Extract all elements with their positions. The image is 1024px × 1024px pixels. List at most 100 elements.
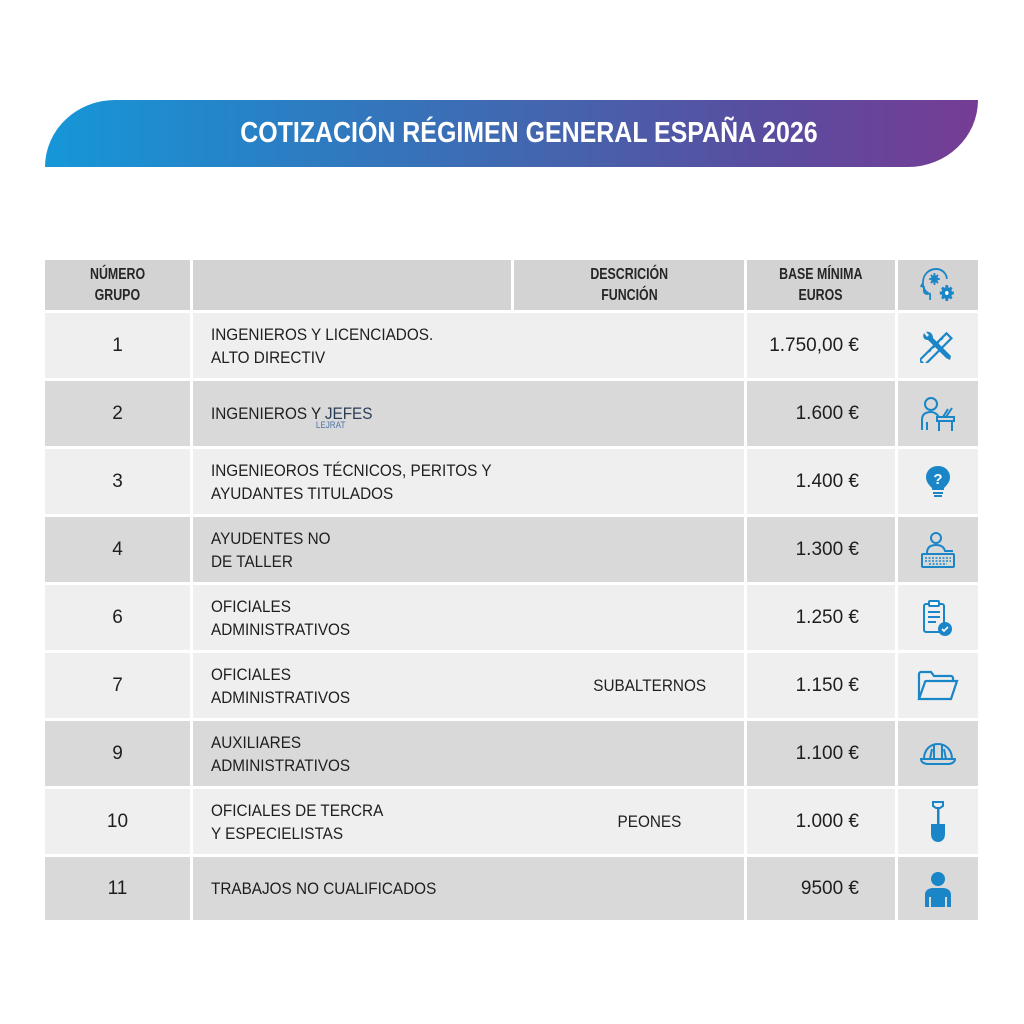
description-line-2: ADMINISTRATIVOS [211,755,351,775]
overlay-text: JEFES [324,404,373,423]
header-base-label: BASE MÍNIMA [779,266,863,283]
base-minima-value: 1.750,00 € [747,313,895,378]
grupo-number: 1 [45,313,190,378]
grupo-description: INGENIEOROS TÉCNICOS, PERITOS Y AYUDANTES… [193,449,744,514]
row-icon-cell [898,585,978,650]
header-descripcion-funcion: DESCRICIÓN FUNCIÓN [514,260,744,310]
row-icon-cell: ? [898,449,978,514]
folder-open-icon [917,670,959,702]
table-row: 1 INGENIEROS Y LICENCIADOS. ALTO DIRECTIV… [45,313,978,378]
table-row: 3 INGENIEOROS TÉCNICOS, PERITOS Y AYUDANT… [45,449,978,514]
base-minima-value: 1.250 € [747,585,895,650]
header-icon-cell [898,260,978,310]
funcion-text [555,585,744,650]
clipboard-check-icon [921,599,955,637]
grupo-description: OFICIALES ADMINISTRATIVOS [193,653,744,718]
grupo-number: 2 [45,381,190,446]
description-line-1: OFICIALES DE TERCRA [211,800,384,820]
row-icon-cell [898,517,978,582]
table-row: 4 AYUDENTES NO DE TALLER 1.300 € [45,517,978,582]
grupo-description: AUXILIARES ADMINISTRATIVOS [193,721,744,786]
funcion-text [555,857,744,920]
person-at-desk-icon [919,396,957,432]
grupo-description: OFICIALES DE TERCRA Y ESPECIELISTAS [193,789,744,854]
row-icon-cell [898,653,978,718]
table-row: 2 INGENIEROS Y JEFES LEJRAT 1.600 € [45,381,978,446]
funcion-text [555,313,744,378]
funcion-text: PEONES [555,789,744,854]
table-row: 11 TRABAJOS NO CUALIFICADOS 9500 € [45,857,978,920]
funcion-text [555,449,744,514]
table-row: 9 AUXILIARES ADMINISTRATIVOS 1.100 € [45,721,978,786]
grupo-description: OFICIALES ADMINISTRATIVOS [193,585,744,650]
header-base-minima: BASE MÍNIMA EUROS [747,260,895,310]
funcion-text [555,381,744,446]
description-line-1: INGENIEROS Y LICENCIADOS. [211,324,434,344]
header-funcion-label: FUNCIÓN [600,287,658,304]
hard-hat-icon [918,741,958,767]
description-line-1: OFICIALES [211,664,291,684]
person-icon [923,871,953,907]
description-line-1: INGENIEROS Y [211,404,322,423]
grupo-description: INGENIEROS Y LICENCIADOS. ALTO DIRECTIV [193,313,744,378]
shovel-icon [927,800,949,844]
header-numero-label: NÚMERO [89,266,146,283]
funcion-text [555,721,744,786]
funcion-label: SUBALTERNOS [593,675,706,695]
grupo-number: 10 [45,789,190,854]
description-line-2: DE TALLER [211,551,293,571]
lightbulb-question-icon: ? [924,465,952,499]
svg-text:?: ? [933,471,942,488]
base-minima-value: 9500 € [747,857,895,920]
base-minima-value: 1.300 € [747,517,895,582]
row-icon-cell [898,789,978,854]
grupo-number: 6 [45,585,190,650]
description-line-2: Y ESPECIELISTAS [211,823,344,843]
header-euros-label: EUROS [798,287,844,304]
grupo-number: 4 [45,517,190,582]
base-minima-value: 1.000 € [747,789,895,854]
funcion-label: PEONES [617,811,682,831]
person-keyboard-icon [919,531,957,569]
description-line-1: AUXILIARES [211,732,302,752]
table-row: 10 OFICIALES DE TERCRA Y ESPECIELISTAS PE… [45,789,978,854]
description-line-1: OFICIALES [211,596,291,616]
page-title: COTIZACIÓN RÉGIMEN GENERAL ESPAÑA 2026 [239,117,818,149]
tools-ruler-icon [920,329,956,363]
description-line-2: AYUDANTES TITULADOS [211,483,394,503]
row-icon-cell [898,721,978,786]
grupo-number: 11 [45,857,190,920]
grupo-number: 9 [45,721,190,786]
description-line-1: AYUDENTES NO [211,528,331,548]
table-header-row: NÚMERO GRUPO DESCRICIÓN FUNCIÓN BASE MÍNIM… [45,260,978,310]
base-minima-value: 1.150 € [747,653,895,718]
row-icon-cell [898,313,978,378]
header-numero-grupo: NÚMERO GRUPO [45,260,190,310]
table-row: 6 OFICIALES ADMINISTRATIVOS 1.250 € [45,585,978,650]
row-icon-cell [898,857,978,920]
table-row: 7 OFICIALES ADMINISTRATIVOS SUBALTERNOS 1… [45,653,978,718]
base-minima-value: 1.600 € [747,381,895,446]
base-minima-value: 1.100 € [747,721,895,786]
grupo-description: AYUDENTES NO DE TALLER [193,517,744,582]
header-grupo-label: GRUPO [94,287,141,304]
grupo-number: 3 [45,449,190,514]
header-descripcion-label: DESCRICIÓN [590,266,668,283]
title-banner: COTIZACIÓN RÉGIMEN GENERAL ESPAÑA 2026 [45,100,978,167]
description-line-2: ALTO DIRECTIV [211,347,326,367]
grupo-number: 7 [45,653,190,718]
description-overlay: JEFES LEJRAT [316,402,373,430]
description-line-1: INGENIEOROS TÉCNICOS, PERITOS Y [211,460,492,480]
funcion-text: SUBALTERNOS [555,653,744,718]
description-line-2: ADMINISTRATIVOS [211,619,351,639]
description-line-2: ADMINISTRATIVOS [211,687,351,707]
grupo-description: INGENIEROS Y JEFES LEJRAT [193,381,744,446]
funcion-text [555,517,744,582]
row-icon-cell [898,381,978,446]
head-gears-icon [919,266,957,304]
description-line-1: TRABAJOS NO CUALIFICADOS [211,879,437,898]
overlay-subtext: LEJRAT [315,420,346,430]
header-blank [193,260,511,310]
grupo-description: TRABAJOS NO CUALIFICADOS [193,857,744,920]
base-minima-value: 1.400 € [747,449,895,514]
